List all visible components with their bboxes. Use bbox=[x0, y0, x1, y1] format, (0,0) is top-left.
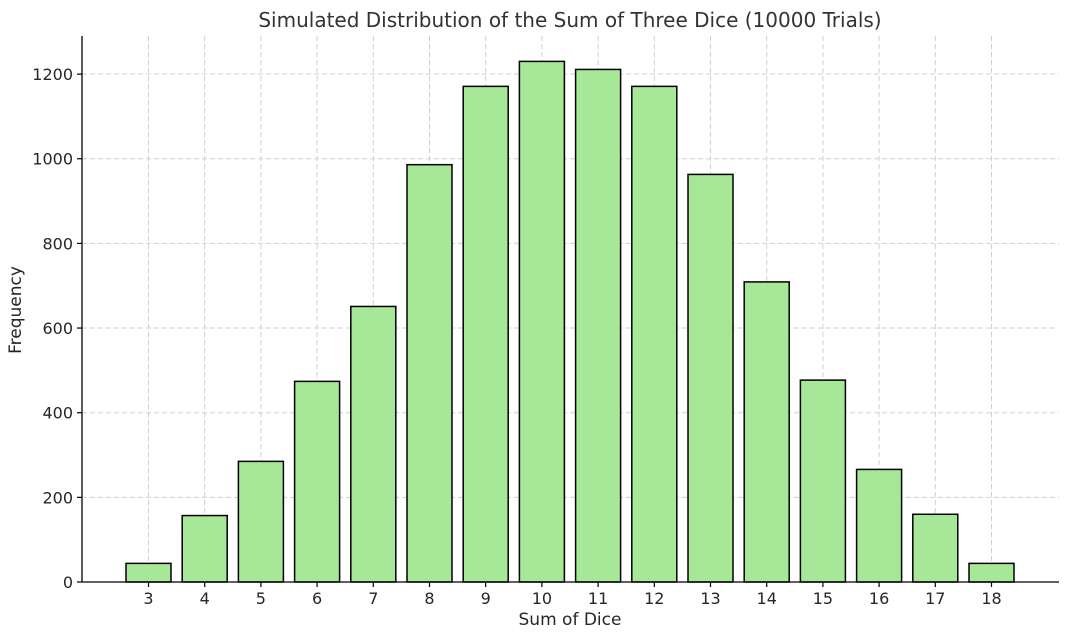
bar-17 bbox=[912, 513, 959, 583]
x-tick-label: 11 bbox=[588, 589, 608, 608]
y-tick-label: 800 bbox=[42, 234, 73, 253]
y-tick-label: 600 bbox=[42, 319, 73, 338]
grid-lines bbox=[82, 36, 1059, 582]
bar-3 bbox=[125, 562, 172, 583]
x-tick-label: 3 bbox=[143, 589, 153, 608]
bar-5 bbox=[237, 460, 285, 583]
x-tick-label: 12 bbox=[644, 589, 664, 608]
x-tick-label: 4 bbox=[200, 589, 210, 608]
x-tick-label: 14 bbox=[757, 589, 777, 608]
y-tick-label: 1200 bbox=[32, 65, 73, 84]
bar-9 bbox=[462, 85, 509, 583]
bars bbox=[125, 60, 1015, 583]
x-tick-label: 13 bbox=[700, 589, 720, 608]
y-tick-label: 0 bbox=[63, 573, 73, 592]
x-tick-label: 9 bbox=[481, 589, 491, 608]
bar-16 bbox=[855, 468, 903, 583]
chart-title: Simulated Distribution of the Sum of Thr… bbox=[258, 8, 881, 32]
bar-7 bbox=[350, 305, 397, 583]
y-tick-label: 400 bbox=[42, 404, 73, 423]
x-tick-label: 10 bbox=[532, 589, 552, 608]
y-tick-label: 200 bbox=[42, 488, 73, 507]
bar-8 bbox=[406, 163, 453, 583]
bar-13 bbox=[687, 173, 734, 583]
x-tick-label: 5 bbox=[256, 589, 266, 608]
bar-12 bbox=[631, 85, 678, 583]
x-tick-label: 18 bbox=[981, 589, 1001, 608]
bar-11 bbox=[574, 68, 622, 583]
x-tick-label: 15 bbox=[813, 589, 833, 608]
x-tick-label: 16 bbox=[869, 589, 889, 608]
y-axis-label: Frequency bbox=[6, 266, 26, 354]
bar-4 bbox=[181, 514, 228, 583]
y-axis-ticks: 0 200 400 600 800 1000 1200 bbox=[32, 65, 82, 592]
bar-10 bbox=[518, 60, 566, 583]
x-tick-label: 6 bbox=[312, 589, 322, 608]
x-tick-label: 7 bbox=[368, 589, 378, 608]
bar-6 bbox=[293, 380, 341, 583]
x-tick-label: 8 bbox=[424, 589, 434, 608]
bar-15 bbox=[799, 379, 847, 583]
bar-14 bbox=[743, 281, 790, 583]
bar-18 bbox=[968, 562, 1015, 583]
y-tick-label: 1000 bbox=[32, 150, 73, 169]
x-tick-label: 17 bbox=[925, 589, 945, 608]
x-axis-label: Sum of Dice bbox=[519, 610, 622, 630]
x-axis-ticks: 3 4 5 6 7 8 9 10 11 12 13 14 15 16 17 18 bbox=[143, 582, 1002, 608]
